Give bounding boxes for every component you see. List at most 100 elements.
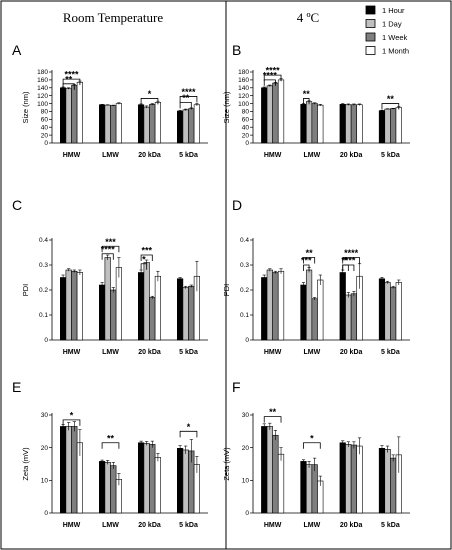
- bar: [99, 284, 106, 341]
- significance-label: ****: [263, 70, 278, 80]
- significance-bracket: [303, 442, 321, 449]
- panel-letter: E: [12, 379, 21, 395]
- bar: [71, 426, 78, 514]
- bar: [384, 282, 391, 341]
- significance-bracket: [179, 430, 198, 438]
- bar: [356, 104, 363, 144]
- significance-label: **: [306, 248, 314, 258]
- bar: [143, 262, 150, 341]
- significance-label: *: [310, 433, 314, 443]
- y-axis-label: Zeta (mV): [222, 447, 231, 481]
- bar: [311, 103, 318, 144]
- bar: [305, 464, 313, 514]
- significance-label: *: [148, 89, 152, 99]
- panel-letter: A: [12, 42, 22, 58]
- x-category-label: HMW: [63, 522, 81, 529]
- y-tick-label: 0: [245, 140, 249, 147]
- y-axis-label: Zeta (mV): [21, 447, 30, 481]
- bar: [59, 277, 67, 341]
- bar: [104, 257, 111, 341]
- bar: [154, 275, 162, 341]
- bar: [177, 110, 184, 144]
- bar: [311, 464, 318, 514]
- bar: [317, 279, 324, 341]
- significance-label: **: [65, 74, 73, 84]
- significance-label: **: [107, 433, 115, 443]
- significance-label: ****: [181, 87, 196, 97]
- significance-bracket: [263, 74, 282, 82]
- y-tick-label: 0.2: [240, 287, 249, 294]
- bar: [154, 102, 162, 144]
- column-title-4c: 4 ºC: [297, 10, 319, 25]
- x-category-label: HMW: [264, 522, 282, 529]
- significance-label: ****: [341, 256, 356, 266]
- x-category-label: HMW: [264, 349, 282, 356]
- x-category-label: LMW: [304, 522, 321, 529]
- bar: [345, 104, 352, 144]
- legend-swatch: [365, 32, 376, 42]
- y-tick-label: 20: [41, 445, 49, 452]
- bar: [350, 444, 358, 514]
- y-tick-label: 0: [245, 510, 249, 517]
- bar: [65, 269, 72, 341]
- bar: [154, 457, 162, 514]
- bar: [305, 101, 313, 144]
- bar: [277, 453, 285, 514]
- x-category-label: 5 kDa: [381, 152, 400, 159]
- bar: [177, 448, 184, 514]
- significance-bracket: [179, 101, 192, 109]
- y-tick-label: 10: [41, 478, 49, 485]
- y-tick-label: 0.4: [39, 237, 48, 244]
- y-tick-label: 180: [37, 69, 48, 76]
- y-axis-label: Size (nm): [21, 91, 30, 124]
- bar: [149, 297, 156, 341]
- significance-bracket: [101, 253, 114, 260]
- x-category-label: 5 kDa: [179, 152, 198, 159]
- y-tick-label: 0.3: [240, 262, 249, 269]
- bar: [138, 104, 145, 144]
- y-axis-label: PDI: [222, 284, 231, 297]
- significance-label: **: [387, 94, 395, 104]
- bar: [277, 270, 285, 341]
- bar: [339, 104, 346, 144]
- y-tick-label: 0: [44, 510, 48, 517]
- y-tick-label: 20: [242, 132, 250, 139]
- x-category-label: 20 kDa: [340, 522, 363, 529]
- significance-bracket: [263, 79, 276, 86]
- bar: [182, 109, 189, 144]
- bar: [350, 104, 358, 144]
- significance-bracket: [303, 257, 316, 264]
- bar: [65, 88, 72, 144]
- bar: [115, 103, 122, 144]
- x-category-label: 20 kDa: [340, 152, 363, 159]
- bar: [384, 108, 391, 144]
- significance-label: **: [303, 89, 311, 99]
- y-axis-label: Size (nm): [222, 91, 231, 124]
- x-category-label: 20 kDa: [138, 522, 161, 529]
- y-tick-label: 100: [238, 101, 249, 108]
- y-tick-label: 60: [41, 117, 49, 124]
- legend-label: 1 Day: [382, 20, 402, 29]
- y-tick-label: 30: [41, 412, 49, 419]
- y-tick-label: 20: [242, 445, 250, 452]
- significance-label: ****: [64, 70, 79, 80]
- significance-bracket: [381, 103, 400, 110]
- significance-bracket: [140, 263, 148, 270]
- y-tick-label: 10: [242, 478, 250, 485]
- significance-bracket: [342, 257, 360, 264]
- x-category-label: 5 kDa: [179, 349, 198, 356]
- x-category-label: 5 kDa: [381, 349, 400, 356]
- x-category-label: LMW: [102, 349, 119, 356]
- x-category-label: LMW: [102, 522, 119, 529]
- bar: [71, 85, 78, 144]
- bar: [110, 465, 117, 514]
- bar: [311, 298, 318, 341]
- significance-bracket: [101, 245, 120, 253]
- y-tick-label: 0.2: [39, 287, 48, 294]
- significance-label: *: [344, 256, 348, 266]
- bar: [104, 462, 111, 514]
- y-tick-label: 0: [44, 140, 48, 147]
